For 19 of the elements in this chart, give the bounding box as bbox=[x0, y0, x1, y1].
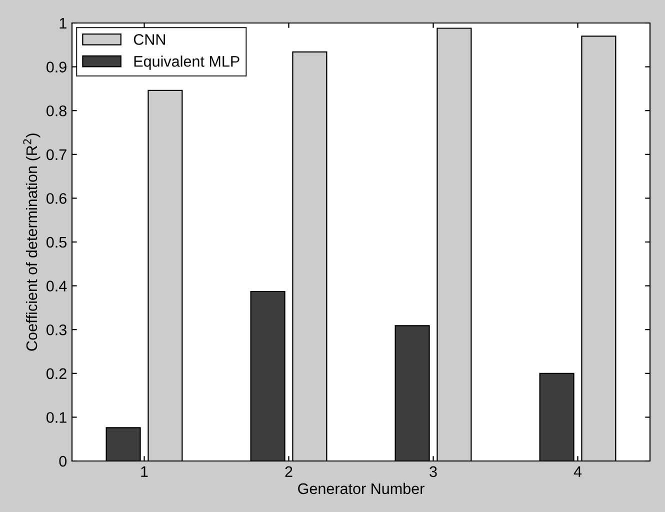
y-tick-label: 0 bbox=[59, 456, 67, 467]
legend-label: Equivalent MLP bbox=[134, 56, 240, 70]
y-tick-label: 0.6 bbox=[46, 193, 66, 204]
y-tick-label: 0.8 bbox=[46, 105, 66, 116]
x-tick-label: 4 bbox=[574, 466, 582, 477]
y-tick-label: 0.3 bbox=[46, 324, 66, 336]
y-tick-label: 0.7 bbox=[46, 149, 66, 160]
x-tick-label: 1 bbox=[141, 466, 148, 477]
y-tick-label: 0.9 bbox=[46, 62, 66, 72]
x-tick-label: 3 bbox=[430, 466, 437, 478]
x-tick-label: 2 bbox=[285, 466, 292, 477]
x-axis-title: Generator Number bbox=[298, 482, 424, 494]
legend-label: CNN bbox=[134, 34, 165, 45]
y-axis-title: Coefficient of determination (R$^{2}$) bbox=[23, 134, 40, 351]
y-tick-label: 0.1 bbox=[46, 412, 66, 423]
y-tick-label: 0.4 bbox=[46, 280, 67, 292]
y-tick-label: 0.5 bbox=[46, 236, 66, 248]
y-tick-label: 1 bbox=[60, 18, 66, 29]
y-tick-label: 0.2 bbox=[46, 368, 66, 380]
